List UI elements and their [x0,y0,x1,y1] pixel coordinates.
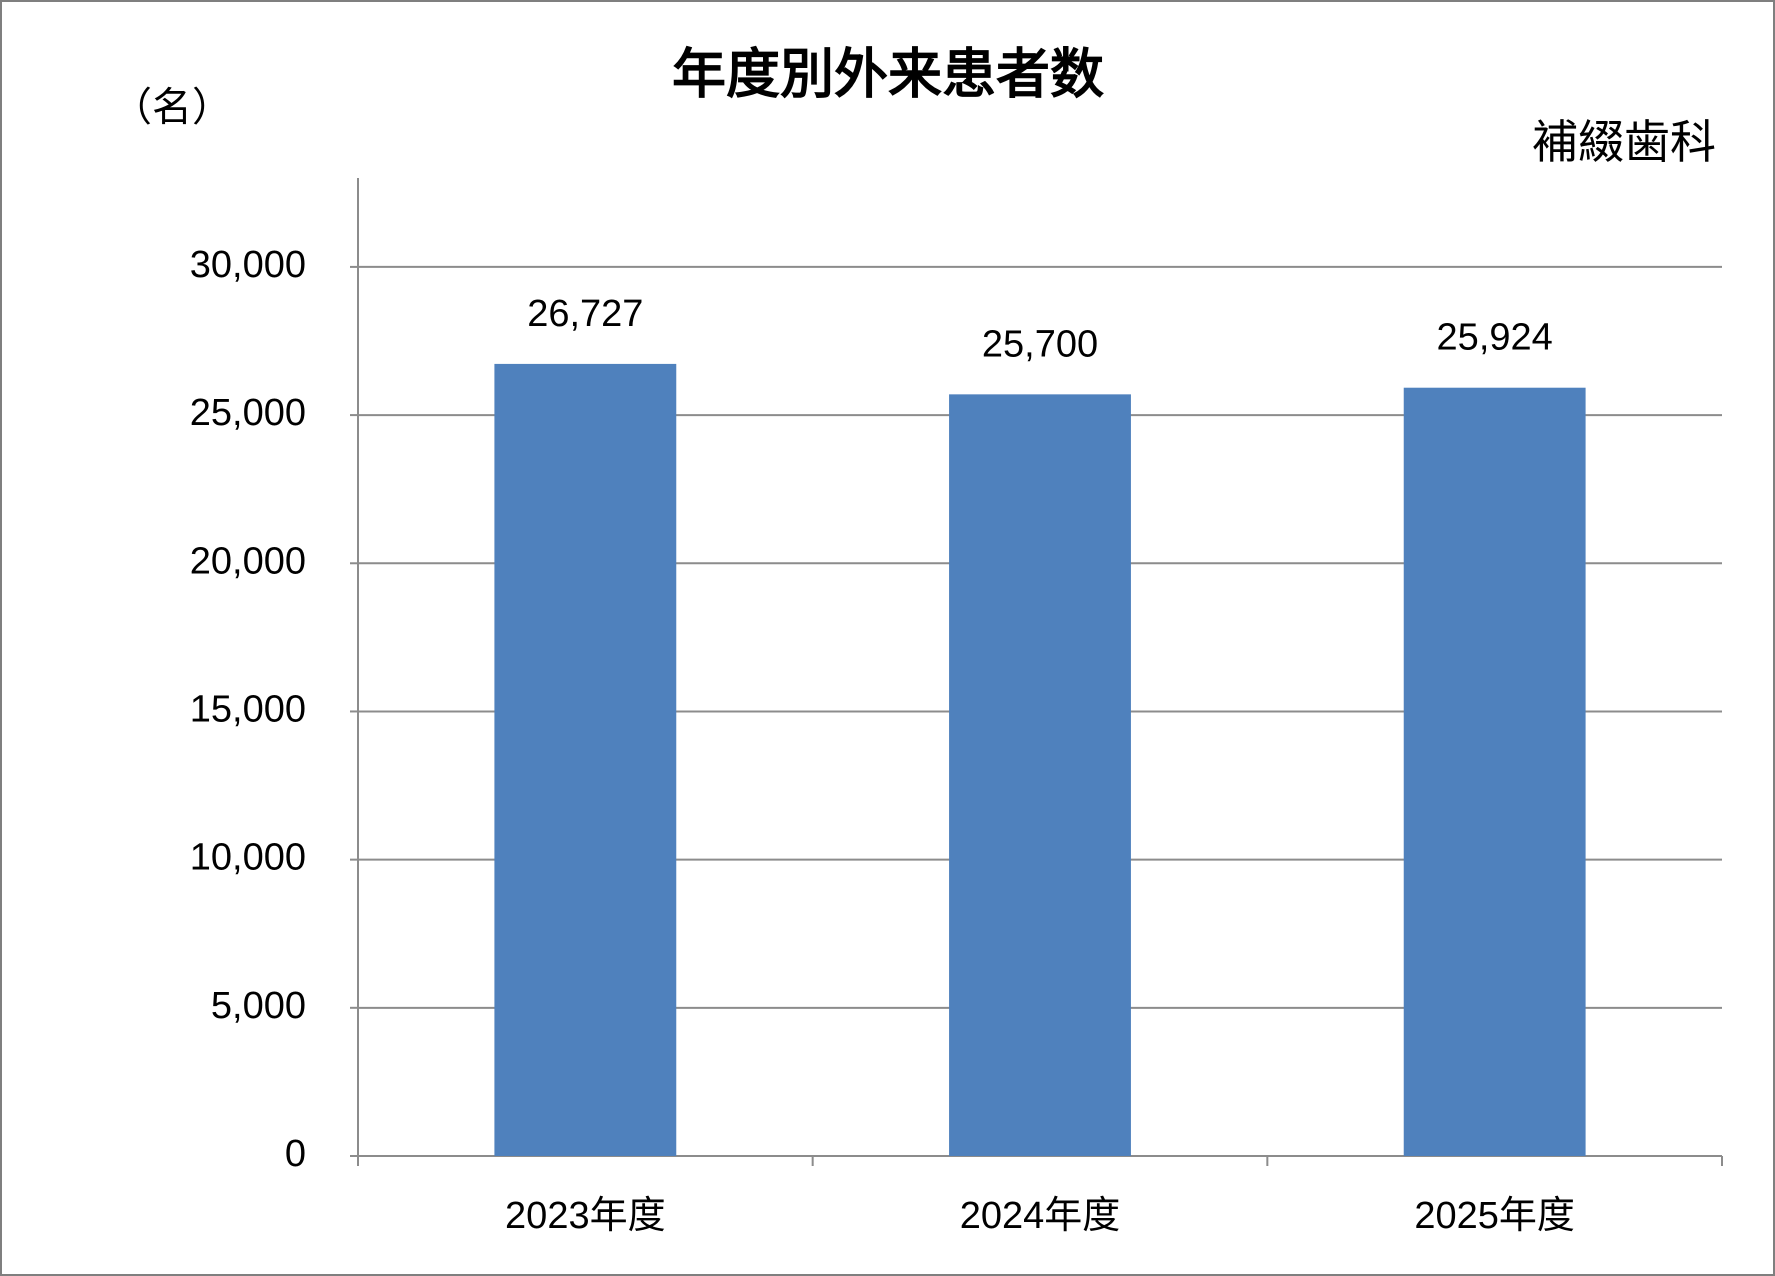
y-tick-label: 0 [285,1133,306,1175]
x-tick-label: 2025年度 [1414,1195,1575,1237]
y-tick-label: 15,000 [190,688,306,730]
bar [1403,387,1586,1156]
y-unit-label: （名） [112,86,232,130]
bar [949,394,1131,1156]
data-label: 26,727 [527,293,643,335]
data-label: 25,700 [982,323,1098,365]
y-tick-label: 25,000 [190,392,306,434]
x-tick-label: 2023年度 [505,1195,666,1237]
data-label: 25,924 [1437,317,1553,359]
chart-title: 年度別外来患者数 [672,44,1104,104]
y-tick-label: 20,000 [190,540,306,582]
bar [494,363,677,1156]
y-tick-label: 30,000 [190,244,306,286]
x-tick-label: 2024年度 [960,1195,1121,1237]
y-tick-label: 10,000 [190,837,306,879]
y-tick-label: 5,000 [211,985,306,1027]
annotation: 補綴歯科 [1532,116,1716,168]
